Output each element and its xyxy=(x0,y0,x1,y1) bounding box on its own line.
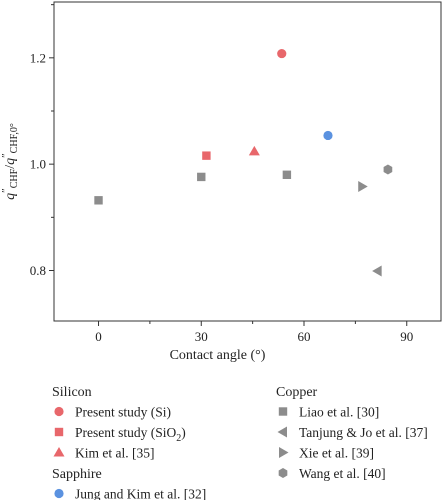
legend-marker-liao xyxy=(278,407,288,416)
legend-label: Jung and Kim et al. [32] xyxy=(75,487,206,500)
legend: Silicon Present study (Si) Present study (… xyxy=(52,385,428,500)
data-point-present-si xyxy=(277,48,287,59)
data-point-jung xyxy=(323,130,333,141)
x-tick-label: 90 xyxy=(400,329,413,344)
x-tick-label: 30 xyxy=(195,329,208,344)
data-point-xie xyxy=(358,180,368,192)
x-tick-label: 60 xyxy=(298,329,311,344)
data-point-liao xyxy=(282,170,292,179)
y-axis-title: q″CHF/q″CHF,0° xyxy=(0,123,20,200)
y-tick-label: 1.0 xyxy=(30,157,46,172)
legend-marker-tanjung xyxy=(277,426,287,438)
axes: 0 30 60 90 0.8 1.0 1.2 Contact angle (°) q″CHF/q… xyxy=(0,1,442,363)
legend-marker-kim xyxy=(53,447,65,457)
y-tick-label: 1.2 xyxy=(30,50,46,65)
data-point-tanjung xyxy=(372,265,382,277)
legend-label: Liao et al. [30] xyxy=(299,405,379,420)
y-tick-label: 0.8 xyxy=(30,263,46,278)
legend-marker-jung xyxy=(54,488,64,499)
legend-label: Wang et al. [40] xyxy=(299,466,386,481)
legend-marker-present-sio2 xyxy=(54,427,64,437)
data-points xyxy=(94,48,393,277)
data-point-liao xyxy=(94,196,103,205)
data-point-present-sio2 xyxy=(202,151,211,160)
legend-group-title: Copper xyxy=(276,385,318,400)
x-tick-label: 0 xyxy=(95,329,102,344)
legend-marker-xie xyxy=(279,447,289,458)
legend-label: Tanjung & Jo et al. [37] xyxy=(299,425,428,440)
legend-marker-present-si xyxy=(54,406,64,417)
legend-label: Present study (Si) xyxy=(75,405,171,420)
legend-label: Kim et al. [35] xyxy=(75,446,154,461)
plot-frame xyxy=(53,1,442,322)
data-point-liao xyxy=(197,172,206,182)
legend-group-title: Sapphire xyxy=(52,467,102,482)
legend-marker-wang xyxy=(278,468,288,478)
data-point-wang xyxy=(383,164,393,175)
legend-label: Present study (SiO2) xyxy=(75,425,186,444)
x-axis-title: Contact angle (°) xyxy=(170,348,266,363)
legend-group-title: Silicon xyxy=(52,385,92,400)
data-point-kim xyxy=(248,145,260,156)
legend-label: Xie et al. [39] xyxy=(299,446,374,461)
